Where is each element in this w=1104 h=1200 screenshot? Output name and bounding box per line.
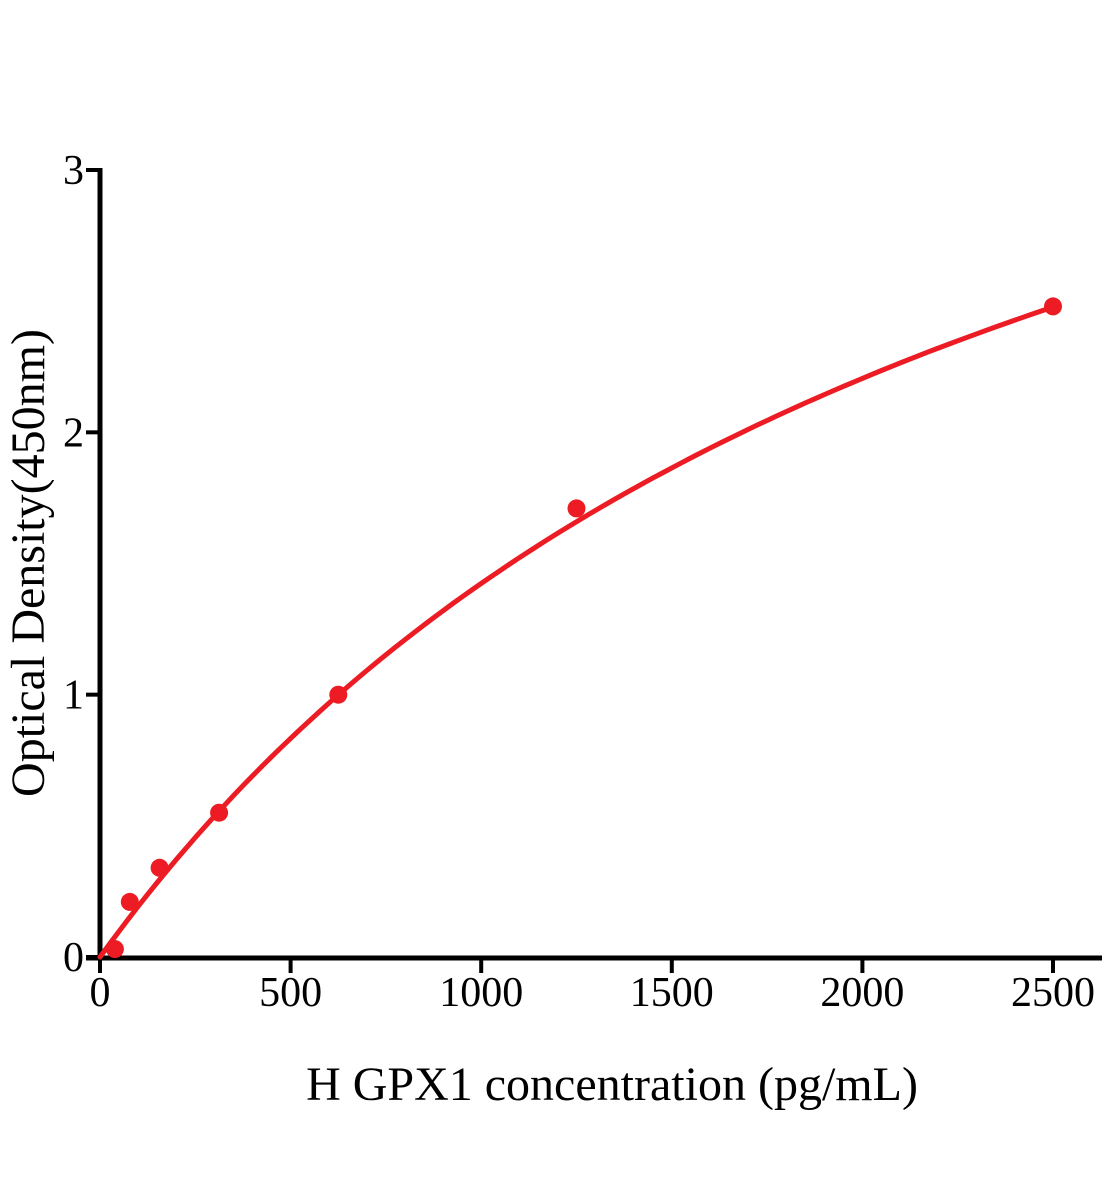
y-tick-label: 0 (63, 935, 84, 981)
y-tick-label: 1 (63, 673, 84, 719)
data-point (1044, 297, 1062, 316)
data-point (105, 940, 124, 959)
x-tick-label: 1000 (439, 970, 523, 1016)
x-tick-label: 500 (259, 970, 322, 1016)
y-tick-label: 3 (63, 148, 84, 194)
data-point (210, 803, 229, 822)
y-tick-label: 2 (63, 410, 84, 456)
fit-curve-group (97, 304, 1056, 960)
data-point (150, 858, 169, 877)
data-points-group (105, 297, 1062, 959)
axes (86, 168, 1102, 973)
x-tick-label: 2500 (1011, 970, 1095, 1016)
data-point (329, 685, 348, 704)
data-point (120, 892, 139, 911)
fit-curve (97, 304, 1056, 960)
x-tick-label: 1500 (630, 970, 714, 1016)
x-tick-label: 0 (90, 970, 111, 1016)
x-tick-label: 2000 (820, 970, 904, 1016)
data-point (567, 499, 586, 518)
y-axis-title: Optical Density(450nm) (2, 329, 55, 797)
x-axis-title: H GPX1 concentration (pg/mL) (306, 1058, 918, 1111)
tick-labels-group: 0 1 2 3 0 500 1000 1500 2000 2500 (63, 148, 1095, 1016)
